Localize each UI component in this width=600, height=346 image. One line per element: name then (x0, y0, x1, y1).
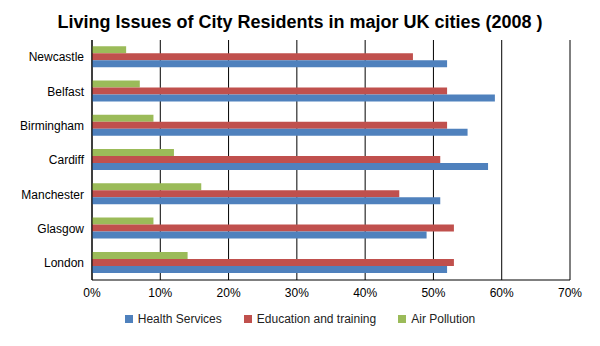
svg-text:20%: 20% (217, 286, 241, 300)
svg-text:London: London (44, 256, 84, 270)
html-text:Air Pollution: Air Pollution (411, 312, 476, 326)
html-text:Education and training: Education and training (256, 312, 377, 326)
svg-text:Glasgow: Glasgow (37, 222, 84, 236)
svg-text:Manchester: Manchester (21, 188, 84, 202)
svg-text:Newcastle: Newcastle (29, 50, 85, 64)
html-text:Health Services: Health Services (137, 312, 222, 326)
html-text:Living Issues of City Resident: Living Issues of City Residents in major… (57, 12, 543, 32)
svg-text:50%: 50% (421, 286, 445, 300)
svg-text:10%: 10% (148, 286, 172, 300)
svg-text:70%: 70% (558, 286, 582, 300)
svg-text:0%: 0% (83, 286, 101, 300)
svg-text:60%: 60% (490, 286, 514, 300)
svg-text:Birmingham: Birmingham (20, 119, 84, 133)
svg-text:Cardiff: Cardiff (49, 153, 85, 167)
svg-text:30%: 30% (285, 286, 309, 300)
svg-text:Belfast: Belfast (47, 85, 84, 99)
svg-text:40%: 40% (353, 286, 377, 300)
